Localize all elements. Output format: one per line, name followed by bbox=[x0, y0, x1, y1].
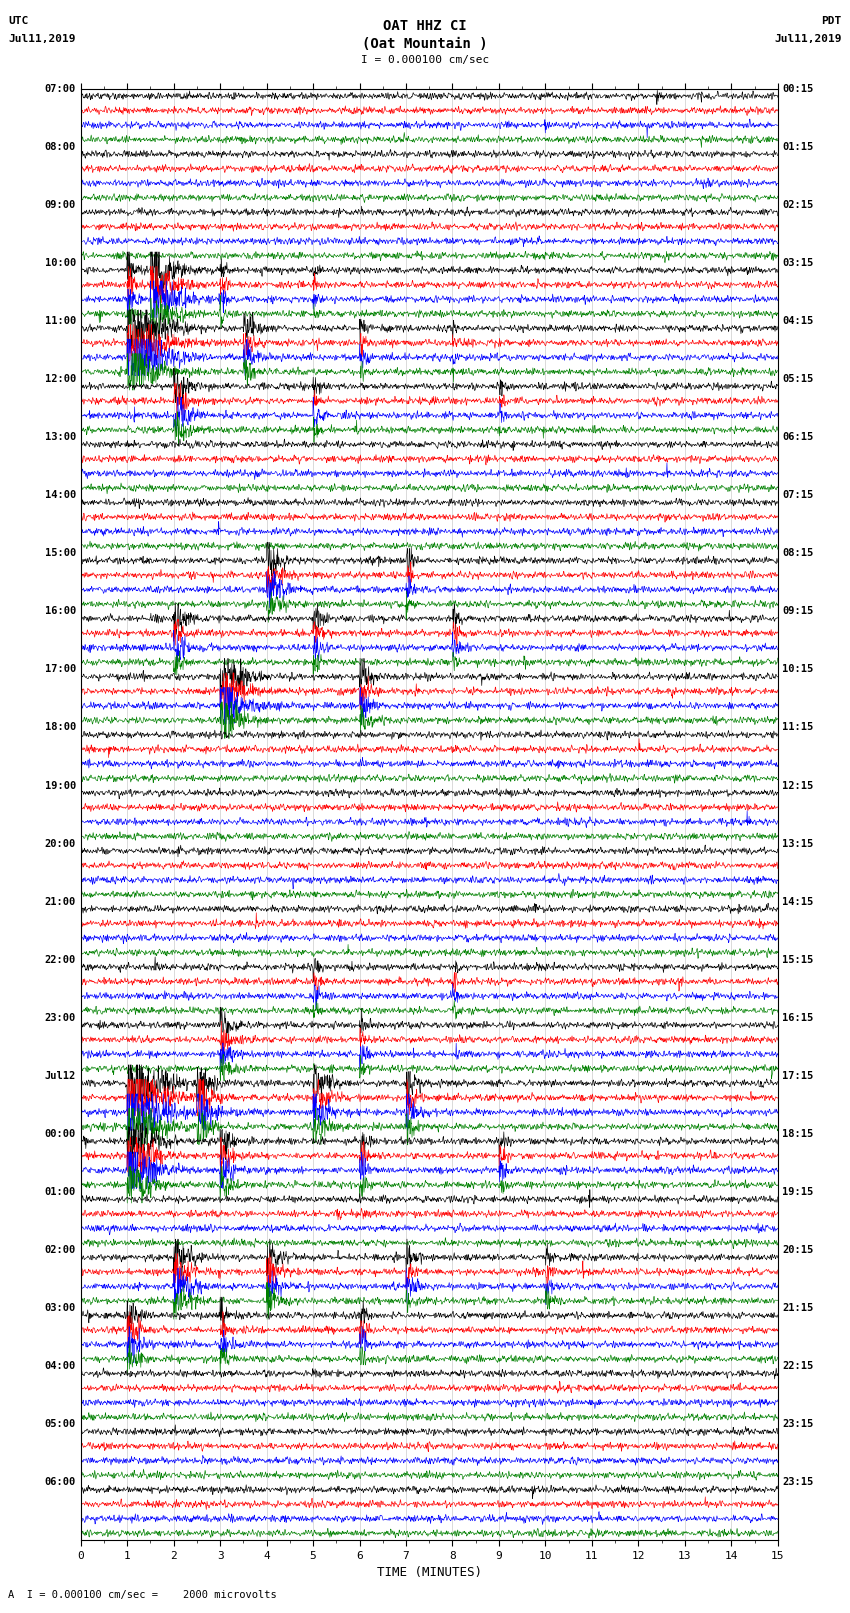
Text: Jul11,2019: Jul11,2019 bbox=[774, 34, 842, 44]
Text: 07:00: 07:00 bbox=[45, 84, 76, 94]
Text: 23:00: 23:00 bbox=[45, 1013, 76, 1023]
Text: 09:15: 09:15 bbox=[782, 606, 813, 616]
Text: UTC: UTC bbox=[8, 16, 29, 26]
Text: 04:15: 04:15 bbox=[782, 316, 813, 326]
Text: 23:15: 23:15 bbox=[782, 1419, 813, 1429]
Text: 02:15: 02:15 bbox=[782, 200, 813, 210]
Text: 01:15: 01:15 bbox=[782, 142, 813, 152]
Text: 01:00: 01:00 bbox=[45, 1187, 76, 1197]
Text: 11:15: 11:15 bbox=[782, 723, 813, 732]
Text: 19:15: 19:15 bbox=[782, 1187, 813, 1197]
Text: 05:15: 05:15 bbox=[782, 374, 813, 384]
Text: 03:15: 03:15 bbox=[782, 258, 813, 268]
Text: 18:15: 18:15 bbox=[782, 1129, 813, 1139]
Text: 22:00: 22:00 bbox=[45, 955, 76, 965]
Text: 15:00: 15:00 bbox=[45, 548, 76, 558]
Text: A  I = 0.000100 cm/sec =    2000 microvolts: A I = 0.000100 cm/sec = 2000 microvolts bbox=[8, 1590, 277, 1600]
Text: 11:00: 11:00 bbox=[45, 316, 76, 326]
Text: 02:00: 02:00 bbox=[45, 1245, 76, 1255]
Text: 17:15: 17:15 bbox=[782, 1071, 813, 1081]
Text: (Oat Mountain ): (Oat Mountain ) bbox=[362, 37, 488, 52]
Text: 20:15: 20:15 bbox=[782, 1245, 813, 1255]
Text: 06:00: 06:00 bbox=[45, 1478, 76, 1487]
Text: 16:00: 16:00 bbox=[45, 606, 76, 616]
Text: 07:15: 07:15 bbox=[782, 490, 813, 500]
Text: 22:15: 22:15 bbox=[782, 1361, 813, 1371]
Text: 20:00: 20:00 bbox=[45, 839, 76, 848]
Text: 14:15: 14:15 bbox=[782, 897, 813, 907]
Text: 14:00: 14:00 bbox=[45, 490, 76, 500]
Text: 06:15: 06:15 bbox=[782, 432, 813, 442]
Text: 17:00: 17:00 bbox=[45, 665, 76, 674]
Text: 00:00: 00:00 bbox=[45, 1129, 76, 1139]
Text: 05:00: 05:00 bbox=[45, 1419, 76, 1429]
Text: 08:00: 08:00 bbox=[45, 142, 76, 152]
Text: 16:15: 16:15 bbox=[782, 1013, 813, 1023]
Text: 23:15: 23:15 bbox=[782, 1478, 813, 1487]
Text: 09:00: 09:00 bbox=[45, 200, 76, 210]
Text: 00:15: 00:15 bbox=[782, 84, 813, 94]
Text: 12:15: 12:15 bbox=[782, 781, 813, 790]
Text: OAT HHZ CI: OAT HHZ CI bbox=[383, 19, 467, 34]
Text: 12:00: 12:00 bbox=[45, 374, 76, 384]
Text: 13:00: 13:00 bbox=[45, 432, 76, 442]
Text: 10:15: 10:15 bbox=[782, 665, 813, 674]
Text: 13:15: 13:15 bbox=[782, 839, 813, 848]
Text: Jul11,2019: Jul11,2019 bbox=[8, 34, 76, 44]
Text: 10:00: 10:00 bbox=[45, 258, 76, 268]
Text: I = 0.000100 cm/sec: I = 0.000100 cm/sec bbox=[361, 55, 489, 65]
X-axis label: TIME (MINUTES): TIME (MINUTES) bbox=[377, 1566, 482, 1579]
Text: 21:00: 21:00 bbox=[45, 897, 76, 907]
Text: 21:15: 21:15 bbox=[782, 1303, 813, 1313]
Text: 04:00: 04:00 bbox=[45, 1361, 76, 1371]
Text: PDT: PDT bbox=[821, 16, 842, 26]
Text: 19:00: 19:00 bbox=[45, 781, 76, 790]
Text: 08:15: 08:15 bbox=[782, 548, 813, 558]
Text: 18:00: 18:00 bbox=[45, 723, 76, 732]
Text: 03:00: 03:00 bbox=[45, 1303, 76, 1313]
Text: 15:15: 15:15 bbox=[782, 955, 813, 965]
Text: Jul12: Jul12 bbox=[45, 1071, 76, 1081]
